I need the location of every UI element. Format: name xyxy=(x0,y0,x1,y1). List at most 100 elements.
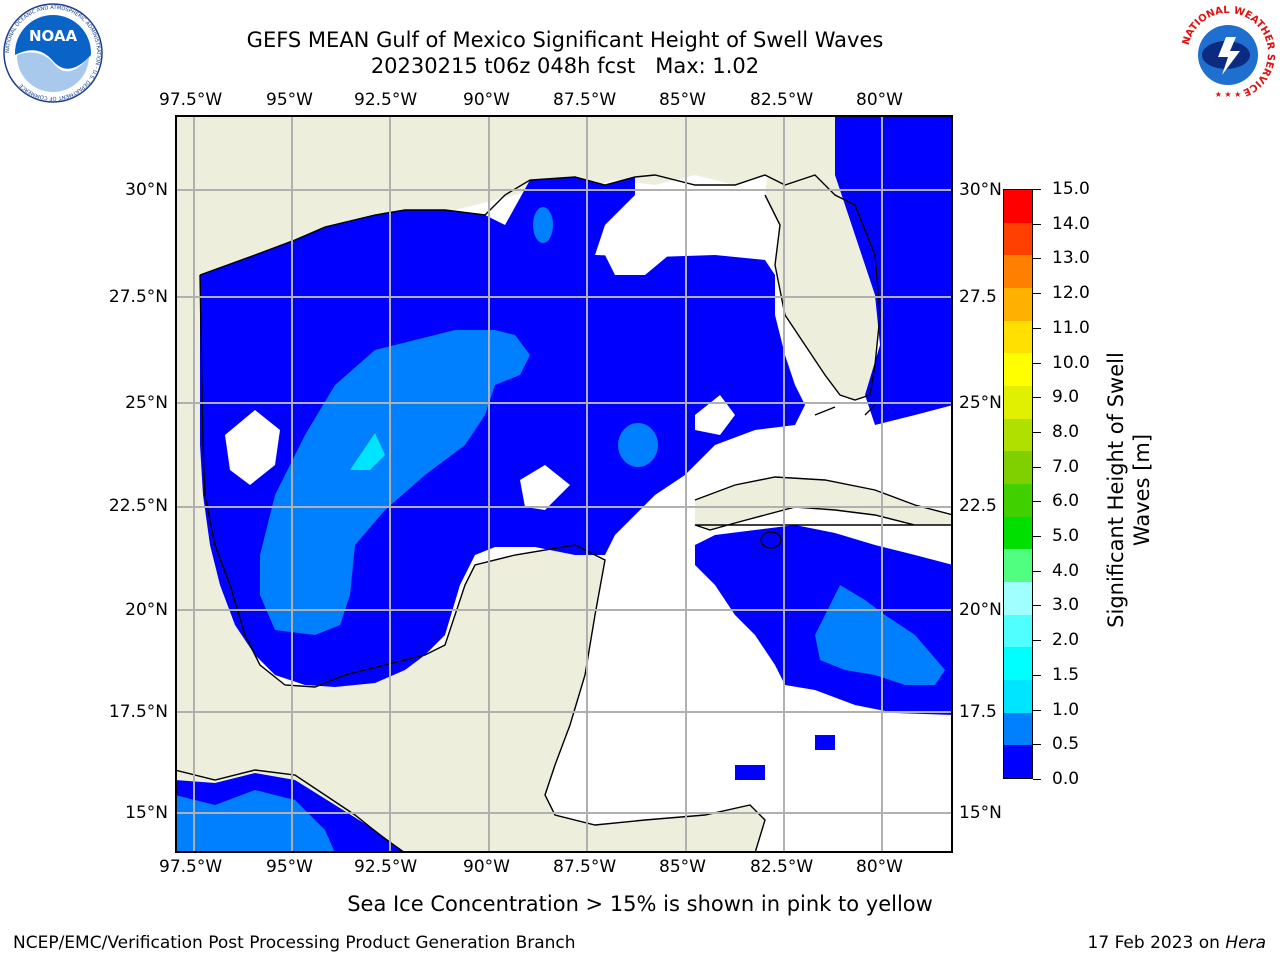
sea-ice-note: Sea Ice Concentration > 15% is shown in … xyxy=(347,892,933,916)
colorbar-segment xyxy=(1004,744,1032,778)
noaa-logo: NATIONAL OCEANIC AND ATMOSPHERIC ADMINIS… xyxy=(3,3,103,103)
lon-tick-bottom: 82.5°W xyxy=(750,857,814,877)
colorbar-tick xyxy=(1033,674,1041,676)
colorbar-tick-label: 8.0 xyxy=(1052,421,1080,442)
svg-text:★ ★ ★: ★ ★ ★ xyxy=(1215,90,1242,99)
colorbar-segment xyxy=(1004,581,1032,615)
colorbar-tick xyxy=(1033,709,1041,711)
lon-tick-bottom: 90°W xyxy=(463,857,510,877)
nodata-patches xyxy=(225,235,915,510)
lon-tick-bottom: 95°W xyxy=(266,857,313,877)
lat-tick-right: 15°N xyxy=(959,803,1002,823)
colorbar-segment xyxy=(1004,712,1032,746)
footer-date-text: 17 Feb 2023 on xyxy=(1087,933,1226,953)
colorbar-tick-label: 12.0 xyxy=(1052,283,1090,304)
colorbar-tick-label: 13.0 xyxy=(1052,248,1090,269)
lon-tick-top: 82.5°W xyxy=(750,90,814,110)
colorbar-tick-label: 0.5 xyxy=(1052,734,1080,755)
lon-tick-top: 92.5°W xyxy=(354,90,418,110)
colorbar-segment xyxy=(1004,646,1032,681)
colorbar-segment xyxy=(1004,418,1032,452)
colorbar-tick-label: 0.0 xyxy=(1052,769,1080,789)
swell-field xyxy=(175,115,953,853)
colorbar-tick-label: 5.0 xyxy=(1052,526,1080,547)
colorbar-tick xyxy=(1033,744,1041,746)
lon-tick-top: 97.5°W xyxy=(159,90,223,110)
lon-tick-bottom: 87.5°W xyxy=(553,857,617,877)
colorbar-tick xyxy=(1033,397,1041,399)
colorbar-title: Significant Height of Swell Waves [m] xyxy=(1104,352,1154,628)
lat-tick-left: 27.5°N xyxy=(108,287,168,307)
nws-logo: NATIONAL WEATHER SERVICE ★ ★ ★ xyxy=(1180,5,1276,101)
colorbar-tick xyxy=(1033,293,1041,295)
colorbar-segment xyxy=(1004,450,1032,485)
colorbar xyxy=(1003,189,1033,779)
colorbar-segment xyxy=(1004,189,1032,223)
colorbar-tick xyxy=(1033,640,1041,642)
colorbar-segment xyxy=(1004,483,1032,517)
colorbar-tick xyxy=(1033,570,1041,572)
colorbar-tick-label: 4.0 xyxy=(1052,560,1080,581)
colorbar-tick xyxy=(1033,431,1041,433)
lat-tick-left: 20°N xyxy=(125,600,168,620)
colorbar-segment xyxy=(1004,352,1032,387)
colorbar-tick-label: 14.0 xyxy=(1052,213,1090,234)
colorbar-tick xyxy=(1033,362,1041,364)
colorbar-tick-label: 7.0 xyxy=(1052,456,1080,477)
lat-tick-left: 22.5°N xyxy=(108,496,168,516)
colorbar-tick-label: 11.0 xyxy=(1052,317,1090,338)
map-area xyxy=(175,115,953,853)
lon-tick-bottom: 85°W xyxy=(659,857,706,877)
colorbar-tick xyxy=(1033,327,1041,329)
colorbar-segment xyxy=(1004,254,1032,289)
colorbar-tick-label: 1.5 xyxy=(1052,664,1080,685)
colorbar-tick-label: 2.0 xyxy=(1052,630,1080,651)
lon-tick-top: 85°W xyxy=(659,90,706,110)
lon-tick-bottom: 92.5°W xyxy=(354,857,418,877)
colorbar-segment xyxy=(1004,516,1032,550)
lat-tick-right: 27.5 xyxy=(959,287,997,307)
lat-tick-left: 17.5°N xyxy=(108,702,168,722)
colorbar-segment xyxy=(1004,679,1032,713)
noaa-logo-text: NOAA xyxy=(29,27,78,45)
lon-tick-top: 87.5°W xyxy=(553,90,617,110)
colorbar-tick-label: 15.0 xyxy=(1052,179,1090,199)
footer-credit: NCEP/EMC/Verification Post Processing Pr… xyxy=(13,933,576,953)
colorbar-tick xyxy=(1033,536,1041,538)
lat-tick-left: 30°N xyxy=(125,180,168,200)
footer-host: Hera xyxy=(1225,933,1266,953)
colorbar-segment xyxy=(1004,548,1032,583)
chart-subtitle: 20230215 t06z 048h fcst Max: 1.02 xyxy=(370,54,760,78)
lon-tick-top: 90°W xyxy=(463,90,510,110)
lat-tick-left: 25°N xyxy=(125,393,168,413)
colorbar-tick-label: 10.0 xyxy=(1052,352,1090,373)
lon-tick-top: 95°W xyxy=(266,90,313,110)
lat-tick-left: 15°N xyxy=(125,803,168,823)
lat-tick-right: 30°N xyxy=(959,180,1002,200)
colorbar-segment xyxy=(1004,320,1032,354)
footer-date: 17 Feb 2023 on Hera xyxy=(1088,933,1266,953)
lon-tick-top: 80°W xyxy=(856,90,903,110)
colorbar-tick-label: 9.0 xyxy=(1052,387,1080,408)
colorbar-tick-label: 3.0 xyxy=(1052,595,1080,616)
colorbar-tick xyxy=(1033,605,1041,607)
lat-tick-right: 17.5 xyxy=(959,702,997,722)
lon-tick-bottom: 97.5°W xyxy=(159,857,223,877)
colorbar-tick-label: 1.0 xyxy=(1052,699,1080,720)
colorbar-segment xyxy=(1004,614,1032,648)
colorbar-tick xyxy=(1033,501,1041,503)
colorbar-tick xyxy=(1033,466,1041,468)
colorbar-segment xyxy=(1004,385,1032,419)
graticule xyxy=(175,115,953,853)
colorbar-tick xyxy=(1033,189,1041,190)
lat-tick-right: 20°N xyxy=(959,600,1002,620)
colorbar-tick xyxy=(1033,258,1041,260)
chart-title: GEFS MEAN Gulf of Mexico Significant Hei… xyxy=(246,28,884,52)
colorbar-tick xyxy=(1033,223,1041,225)
lon-tick-bottom: 80°W xyxy=(856,857,903,877)
lat-tick-right: 22.5 xyxy=(959,496,997,516)
colorbar-segment xyxy=(1004,287,1032,321)
lat-tick-right: 25°N xyxy=(959,393,1002,413)
colorbar-tick-label: 6.0 xyxy=(1052,491,1080,512)
colorbar-segment xyxy=(1004,222,1032,256)
